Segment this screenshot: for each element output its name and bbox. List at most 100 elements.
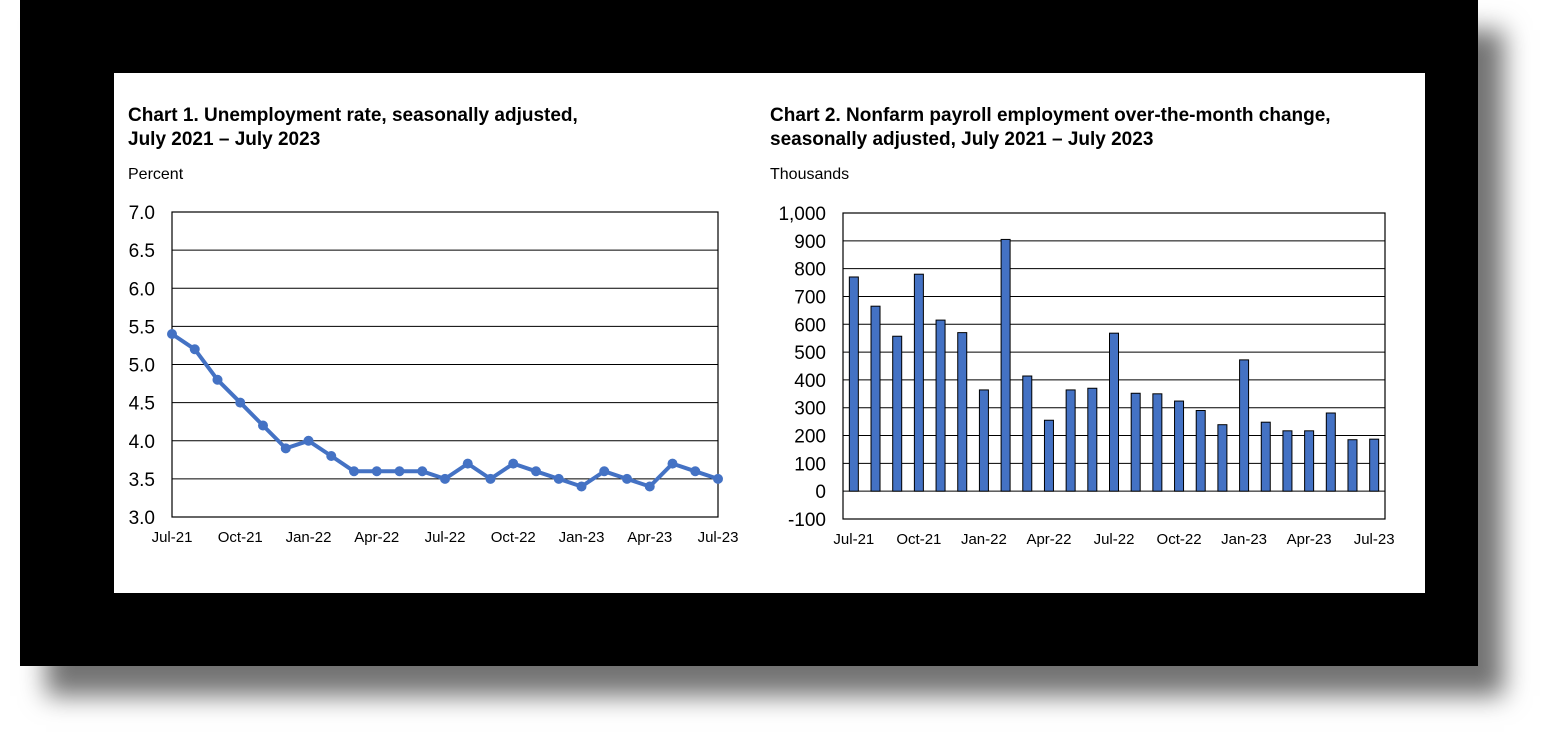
payroll-bar (978, 389, 989, 492)
unemployment-data-point (235, 397, 246, 408)
chart2-xtick-label: Jul-22 (1094, 531, 1135, 548)
chart1-ytick-label: 3.0 (129, 508, 155, 529)
unemployment-data-point (667, 458, 678, 469)
chart2-ytick-label: 800 (794, 260, 826, 281)
unemployment-data-point (622, 473, 632, 484)
unemployment-data-point (349, 466, 359, 477)
chart2-xtick-label: Jan-23 (1221, 531, 1267, 548)
payroll-bar (1087, 387, 1098, 492)
unemployment-data-point (303, 435, 314, 446)
chart2-ytick-label: 300 (794, 399, 826, 420)
unemployment-data-point (440, 473, 450, 484)
chart1-plot-border (171, 211, 719, 518)
chart1-title-line2: July 2021 – July 2023 (128, 129, 321, 150)
payroll-bar (1369, 438, 1380, 492)
unemployment-data-point (599, 466, 610, 477)
chart1-xtick-label: Apr-23 (627, 529, 672, 546)
unemployment-data-point (371, 466, 382, 477)
chart2-xtick-label: Oct-21 (896, 531, 941, 548)
chart1-ytick-label: 6.5 (129, 241, 155, 262)
chart2-title: Chart 2. Nonfarm payroll employment over… (770, 104, 1331, 152)
black-frame (20, 0, 1478, 666)
chart1-ytick-label: 5.5 (129, 317, 155, 338)
unemployment-data-point (258, 420, 268, 431)
payroll-bar (1043, 419, 1054, 492)
unemployment-data-point (576, 481, 587, 492)
chart1-xtick-label: Jul-21 (152, 529, 193, 546)
chart1-ytick-label: 6.0 (129, 279, 155, 300)
unemployment-data-point (189, 344, 200, 355)
payroll-bar (1130, 392, 1141, 492)
payroll-bar (1325, 412, 1336, 492)
chart2-ytick-label: 0 (815, 482, 826, 503)
chart2-ytick-label: 400 (794, 371, 826, 392)
payroll-bar (1174, 400, 1185, 492)
chart1-unit-label: Percent (128, 166, 184, 183)
chart1-xtick-label: Jul-22 (425, 529, 466, 546)
chart1-title: Chart 1. Unemployment rate, seasonally a… (128, 104, 578, 152)
chart1-ytick-label: 3.5 (129, 470, 155, 491)
unemployment-data-point (485, 473, 496, 484)
unemployment-data-point (644, 481, 655, 492)
chart2-ytick-label: 700 (794, 287, 826, 308)
chart1-xtick-label: Jan-23 (559, 529, 605, 546)
payroll-bar (1347, 439, 1358, 492)
chart2-xtick-label: Apr-22 (1026, 531, 1071, 548)
chart1-ytick-label: 7.0 (129, 203, 155, 224)
chart2-unit-label: Thousands (770, 166, 850, 183)
chart2-xtick-label: Jul-21 (833, 531, 874, 548)
chart1-xtick-label: Oct-22 (491, 529, 536, 546)
chart2-ytick-label: 200 (794, 427, 826, 448)
chart2-ytick-label: 500 (794, 343, 826, 364)
payroll-bar (1260, 421, 1271, 492)
chart2-ytick-label: 1,000 (778, 204, 826, 225)
chart2-plot-border (842, 212, 1386, 520)
chart1-ytick-label: 5.0 (129, 356, 155, 377)
payroll-bar (913, 273, 924, 492)
chart2-xtick-label: Oct-22 (1157, 531, 1202, 548)
unemployment-data-point (690, 466, 701, 477)
chart1-xtick-label: Apr-22 (354, 529, 399, 546)
unemployment-data-point (531, 466, 541, 477)
unemployment-data-point (713, 473, 723, 484)
chart2-xtick-label: Apr-23 (1287, 531, 1332, 548)
payroll-bar (1109, 332, 1119, 492)
unemployment-data-point (280, 443, 291, 454)
payroll-bar (1304, 430, 1315, 492)
chart2-title-line1: Chart 2. Nonfarm payroll employment over… (770, 105, 1331, 126)
payroll-bar (1065, 389, 1076, 492)
chart1-ytick-label: 4.0 (129, 432, 155, 453)
unemployment-data-point (167, 329, 177, 339)
chart1-ytick-label: 4.5 (129, 394, 155, 415)
figure-panel (114, 73, 1425, 593)
payroll-bar (1152, 393, 1163, 492)
payroll-bar (1195, 410, 1206, 492)
chart2-ytick-label: -100 (788, 510, 826, 531)
payroll-bar (1239, 359, 1250, 492)
payroll-bar (1000, 238, 1011, 492)
payroll-bar (957, 332, 968, 492)
chart1-title-line1: Chart 1. Unemployment rate, seasonally a… (128, 105, 578, 126)
unemployment-data-point (394, 466, 405, 477)
chart2-ytick-label: 900 (794, 232, 826, 253)
payroll-bar (870, 305, 881, 492)
unemployment-data-point (212, 374, 223, 385)
chart2-xtick-label: Jul-23 (1354, 531, 1395, 548)
unemployment-data-point (462, 458, 473, 469)
payroll-bar (892, 335, 903, 492)
chart1-xtick-label: Oct-21 (218, 529, 263, 546)
chart1-xtick-label: Jan-22 (286, 529, 332, 546)
payroll-bar (1282, 430, 1293, 492)
payroll-bar (935, 319, 946, 492)
payroll-bar (848, 276, 859, 492)
chart2-ytick-label: 600 (794, 315, 826, 336)
unemployment-data-point (326, 451, 337, 461)
chart2-title-line2: seasonally adjusted, July 2021 – July 20… (770, 129, 1154, 150)
unemployment-data-point (417, 466, 428, 477)
unemployment-data-point (508, 458, 519, 469)
payroll-bar (1022, 375, 1033, 492)
payroll-bar (1217, 424, 1228, 492)
chart2-ytick-label: 100 (794, 454, 826, 475)
